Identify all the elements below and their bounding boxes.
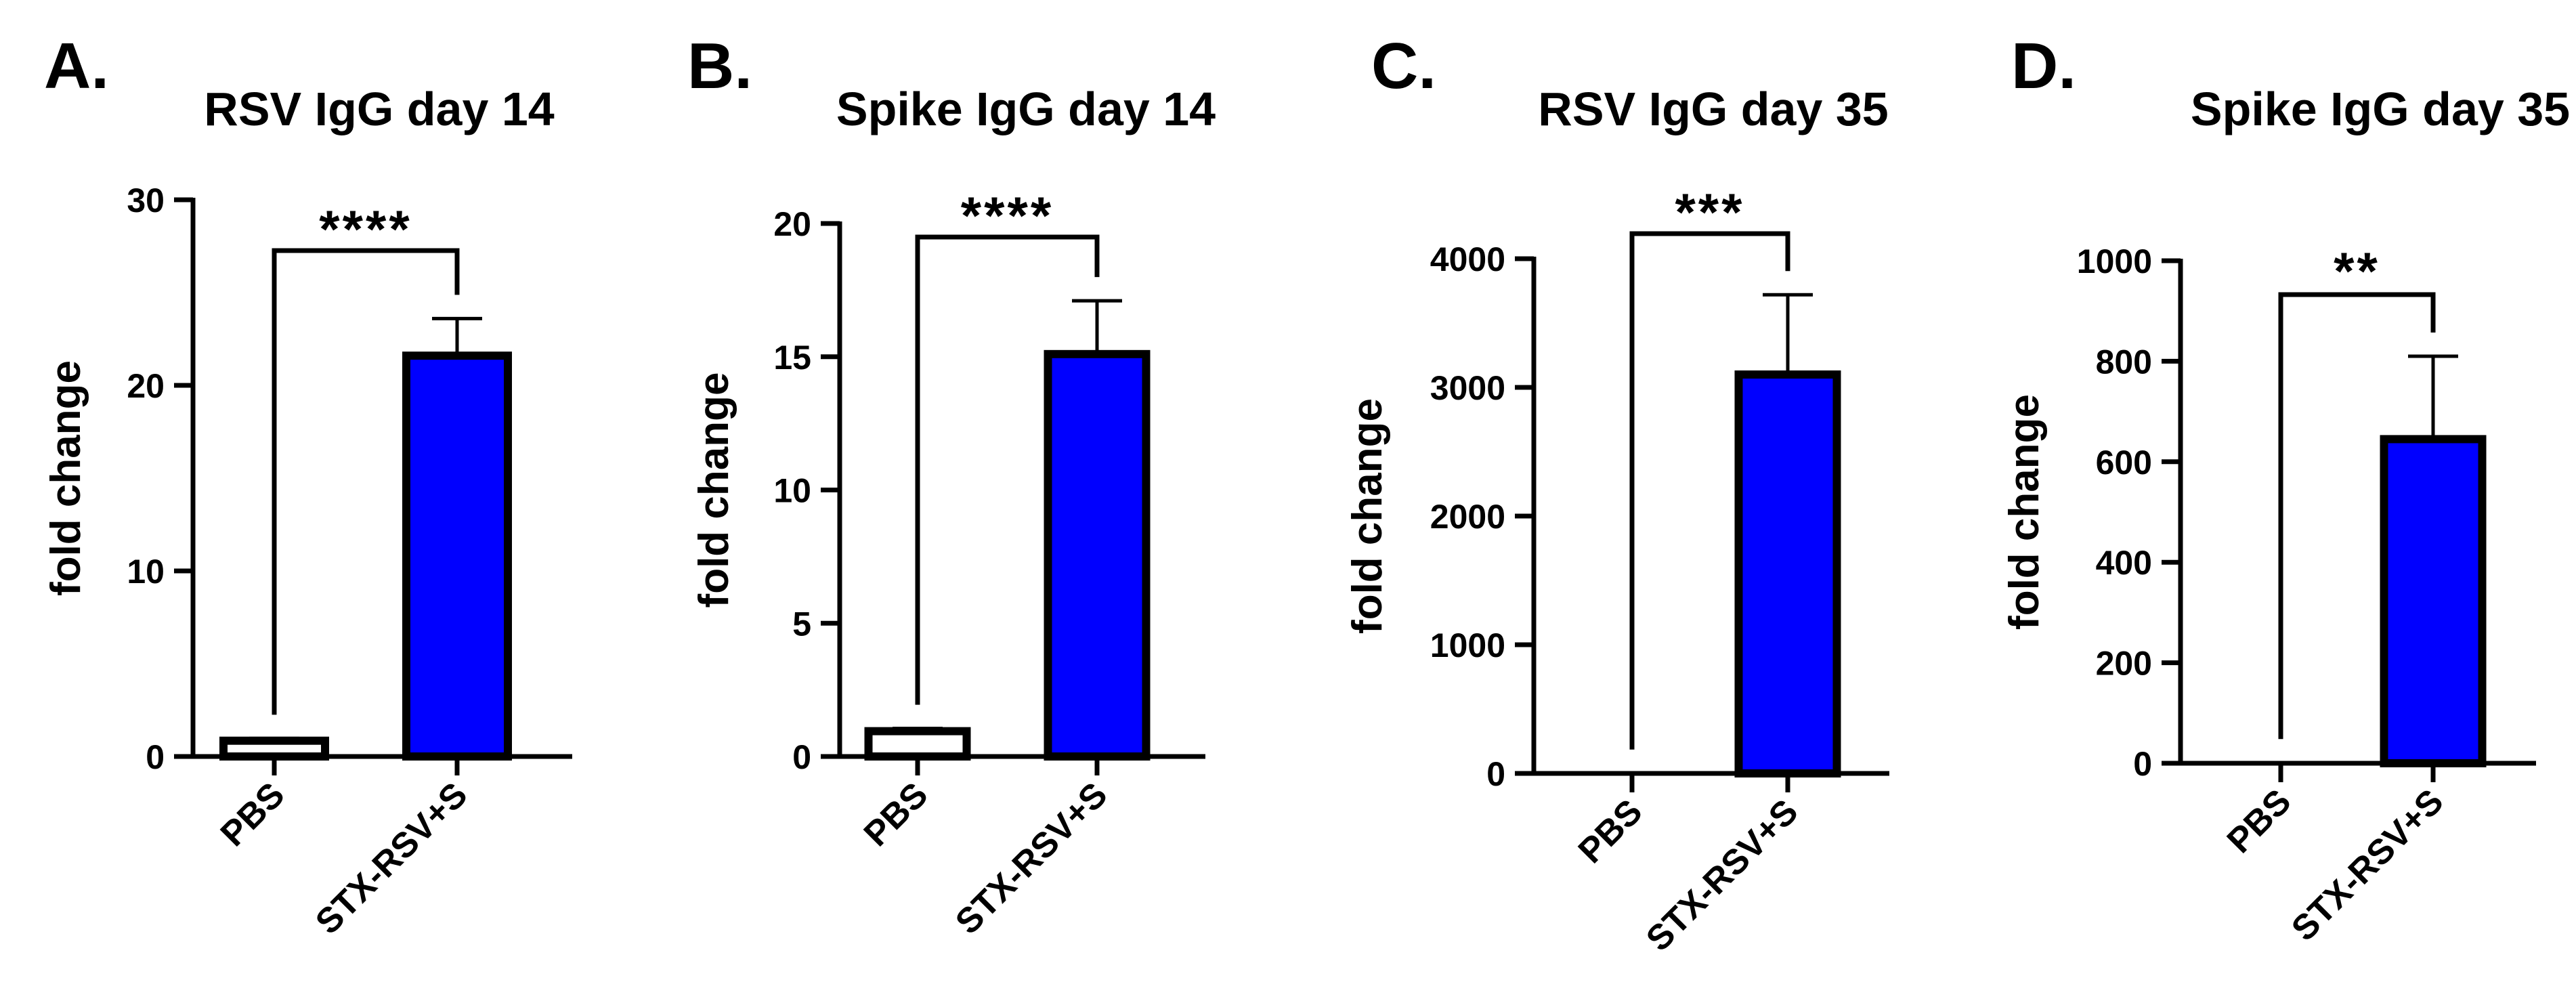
y-tick-label: 2000 [1430, 498, 1505, 536]
significance-bracket [272, 248, 460, 715]
bar [402, 351, 512, 761]
y-tick-label: 200 [2096, 645, 2152, 683]
y-axis-label: fold change [43, 360, 89, 596]
y-tick-label: 4000 [1430, 240, 1505, 278]
bar [864, 727, 971, 761]
chart-title: RSV IgG day 14 [204, 83, 554, 135]
chart-panel: A. RSV IgG day 14 fold change 0 10 20 30 PBS STX… [43, 30, 572, 942]
y-tick-label: 0 [1486, 755, 1505, 793]
x-tick-label: PBS [2220, 782, 2299, 861]
y-tick-label: 1000 [2077, 242, 2152, 280]
y-tick-label: 30 [127, 182, 165, 219]
y-tick-label: 15 [773, 339, 811, 377]
panel-letter: C. [1371, 30, 1436, 102]
chart-panel: D. Spike IgG day 35 fold change 0 200 400 600 8… [2001, 30, 2570, 949]
y-tick-label: 0 [2133, 745, 2152, 783]
x-tick-label: STX-RSV+S [948, 775, 1115, 941]
significance-bracket [915, 234, 1100, 705]
panel-letter: B. [687, 30, 752, 102]
significance-label: **** [961, 186, 1054, 245]
x-tick-label: PBS [1571, 792, 1650, 871]
significance-label: **** [319, 199, 412, 259]
chart-title: RSV IgG day 35 [1538, 83, 1888, 135]
y-tick-label: 1000 [1430, 626, 1505, 664]
bar [2380, 435, 2487, 767]
significance-bracket [2278, 292, 2436, 740]
y-axis-label: fold change [2001, 394, 2048, 630]
significance-label: ** [2334, 241, 2380, 301]
y-tick-label: 10 [127, 553, 165, 591]
x-tick-label: STX-RSV+S [2284, 782, 2451, 948]
x-tick-label: STX-RSV+S [308, 775, 475, 941]
panel-letter: A. [44, 30, 109, 102]
chart-panel: C. RSV IgG day 35 fold change 0 1000 2000 3000… [1344, 30, 1889, 959]
y-tick-label: 400 [2096, 544, 2152, 582]
y-tick-label: 600 [2096, 444, 2152, 482]
significance-label: *** [1675, 182, 1744, 242]
y-tick-label: 0 [146, 738, 165, 776]
x-tick-label: PBS [213, 775, 293, 854]
x-tick-label: PBS [857, 775, 936, 854]
chart-title: Spike IgG day 35 [2191, 83, 2570, 135]
y-tick-label: 3000 [1430, 369, 1505, 407]
chart-panel: B. Spike IgG day 14 fold change 0 5 10 15 20 PBS… [687, 30, 1216, 942]
chart-title: Spike IgG day 14 [836, 83, 1216, 135]
y-axis-label: fold change [1344, 398, 1391, 634]
y-tick-label: 0 [792, 738, 811, 776]
y-tick-label: 10 [773, 472, 811, 510]
y-tick-label: 800 [2096, 343, 2152, 381]
significance-bracket [1629, 231, 1790, 750]
x-tick-label: STX-RSV+S [1639, 792, 1805, 958]
y-tick-label: 20 [127, 367, 165, 405]
bar [1734, 370, 1841, 777]
bar [1044, 349, 1151, 761]
panel-letter: D. [2011, 30, 2076, 102]
y-axis-label: fold change [691, 372, 737, 608]
y-tick-label: 20 [773, 205, 811, 243]
y-tick-label: 5 [792, 605, 811, 643]
